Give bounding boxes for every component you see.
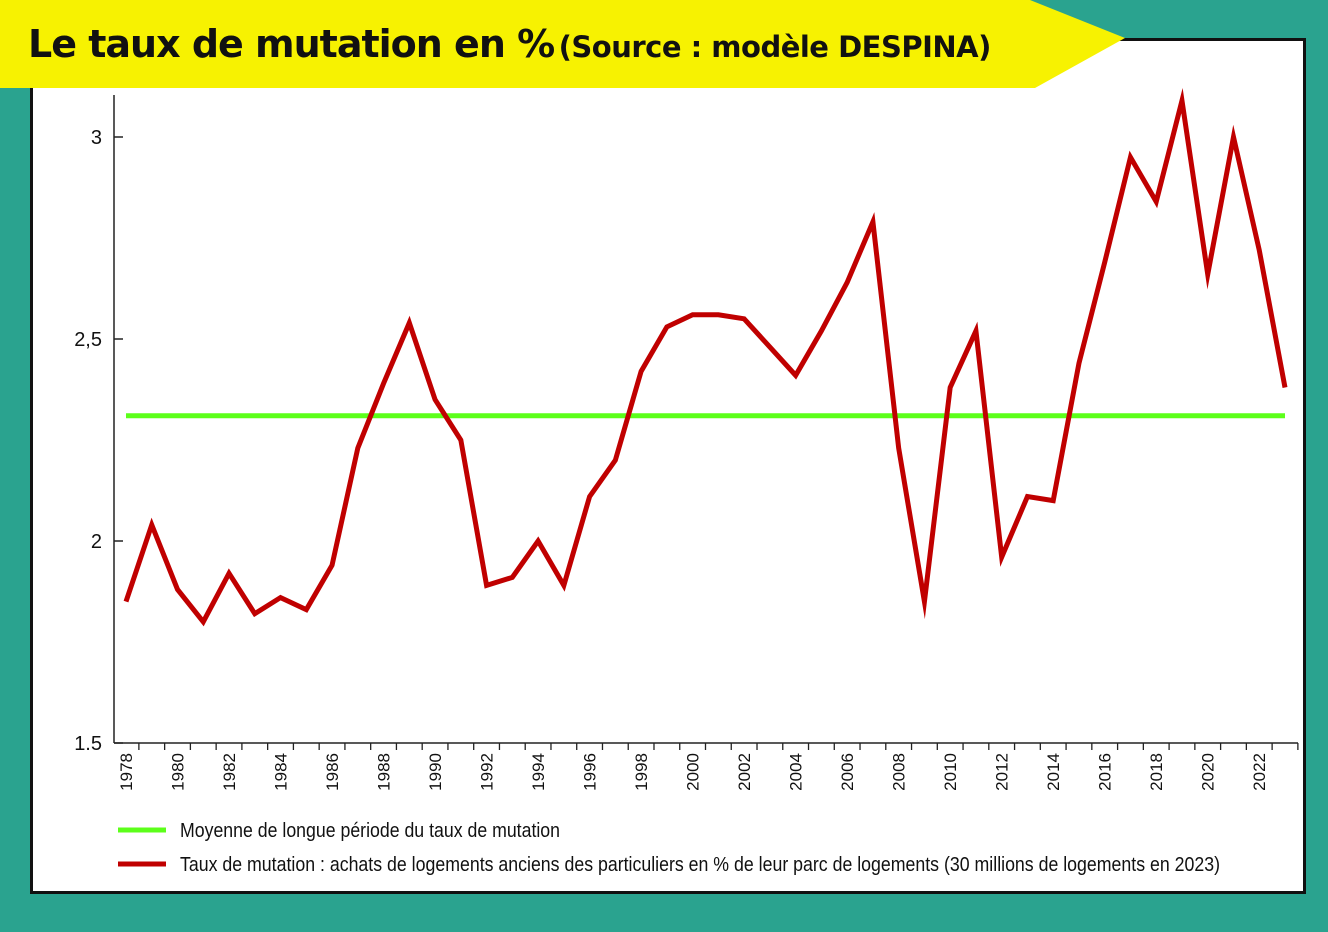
- legend-label: Taux de mutation : achats de logements a…: [180, 854, 1220, 876]
- x-tick-label: 2014: [1044, 753, 1063, 791]
- x-tick-label: 2006: [838, 753, 857, 791]
- legend-label: Moyenne de longue période du taux de mut…: [180, 820, 560, 842]
- y-tick-label: 1.5: [74, 733, 102, 755]
- x-tick-label: 1996: [581, 753, 600, 791]
- title-block: Le taux de mutation en % (Source : modèl…: [28, 22, 991, 66]
- x-tick-label: 1988: [375, 753, 394, 791]
- banner-shape: [0, 0, 1125, 88]
- series-layer: [123, 87, 1288, 627]
- x-tick-label: 1990: [426, 753, 445, 791]
- x-tick-label: 2022: [1250, 753, 1269, 791]
- chart-subtitle: (Source : modèle DESPINA): [558, 30, 992, 64]
- x-tick-label: 1998: [632, 753, 651, 791]
- x-tick-label: 1978: [117, 753, 136, 791]
- x-tick-label: 2018: [1147, 753, 1166, 791]
- x-tick-label: 1986: [323, 753, 342, 791]
- mutation-rate-line: [123, 87, 1288, 627]
- x-tick-label: 1980: [169, 753, 188, 791]
- x-tick-label: 1982: [220, 753, 239, 791]
- x-tick-label: 2008: [890, 753, 909, 791]
- y-tick-label: 2,5: [74, 329, 102, 351]
- x-tick-label: 2004: [787, 753, 806, 791]
- x-tick-label: 2016: [1096, 753, 1115, 791]
- x-tick-label: 1984: [272, 753, 291, 791]
- chart-title: Le taux de mutation en %: [28, 22, 555, 66]
- legend: Moyenne de longue période du taux de mut…: [118, 820, 1220, 876]
- x-tick-label: 2002: [735, 753, 754, 791]
- title-banner: [0, 0, 1125, 88]
- axes: 1.5 2 2,5 3 1978 1980 1982 1984 1986 1988 1990 1992…: [74, 95, 1299, 791]
- y-tick-label: 2: [91, 531, 102, 553]
- x-tick-label: 2010: [941, 753, 960, 791]
- x-tick-label: 1994: [529, 753, 548, 791]
- x-tick-label: 1992: [478, 753, 497, 791]
- x-tick-label: 2000: [684, 753, 703, 791]
- y-tick-label: 3: [91, 127, 102, 149]
- chart-panel: [30, 38, 1306, 894]
- x-tick-label: 2020: [1199, 753, 1218, 791]
- x-tick-label: 2012: [993, 753, 1012, 791]
